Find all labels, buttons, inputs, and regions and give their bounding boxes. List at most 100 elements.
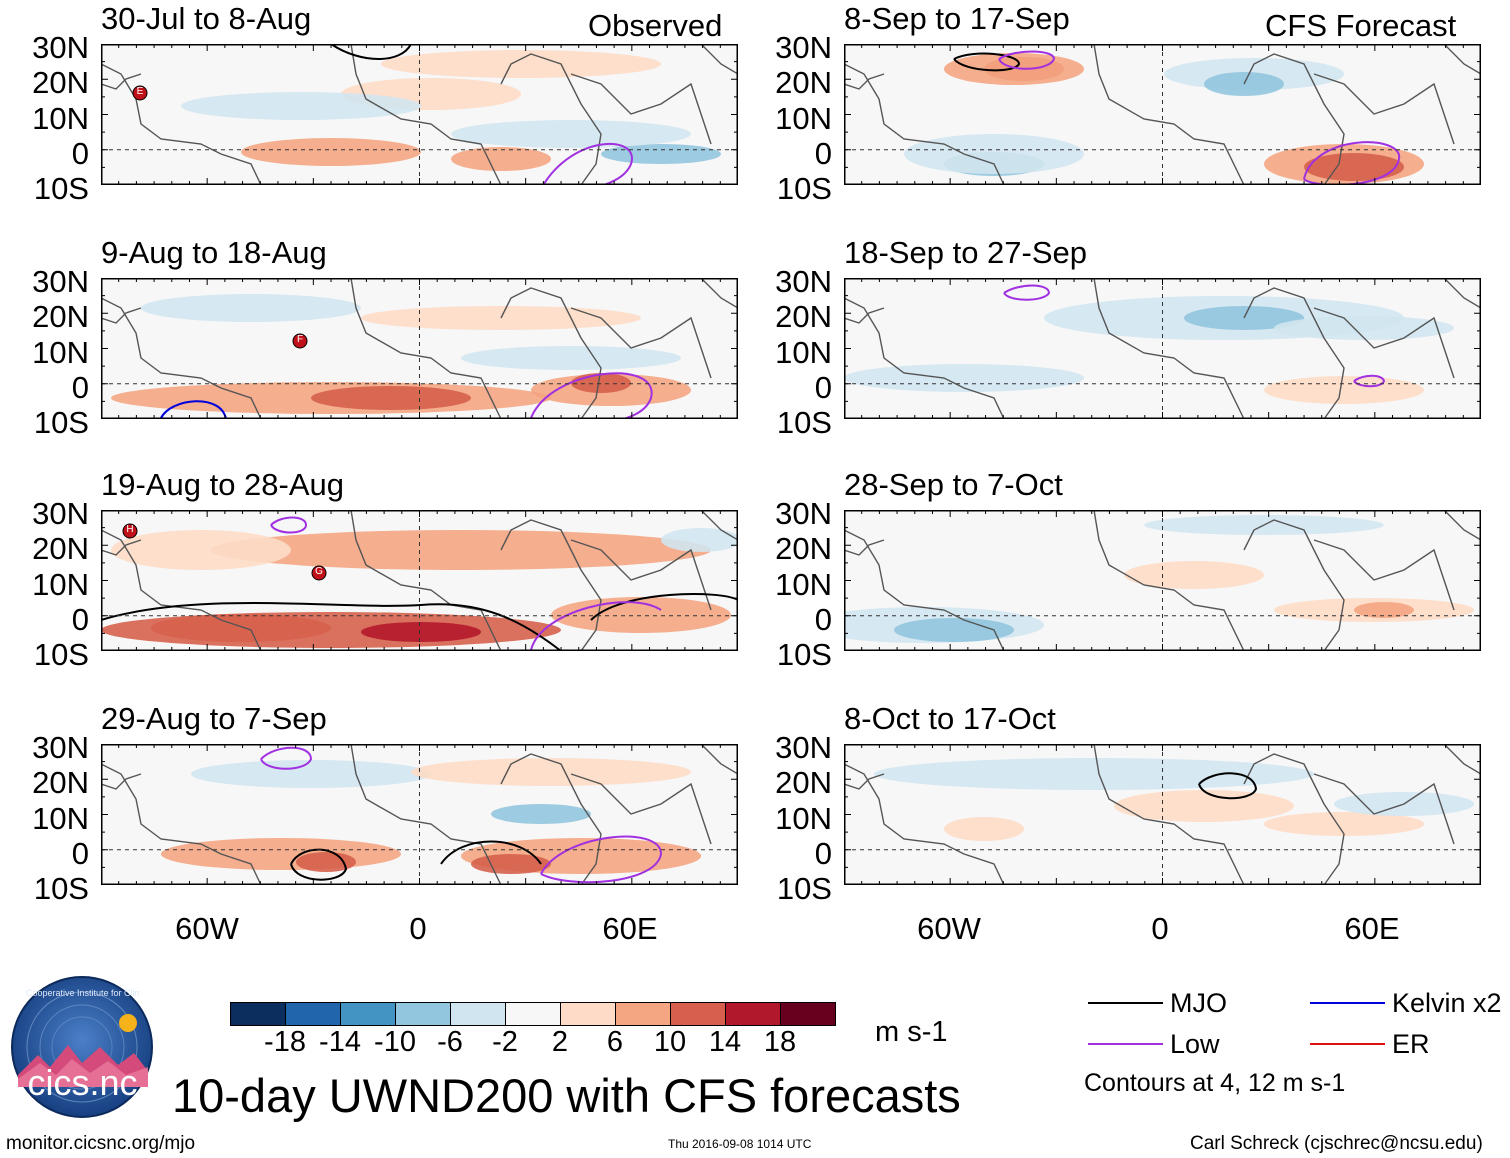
lat-label: 0 (71, 601, 89, 637)
legend-line-mjo (1088, 1002, 1163, 1004)
colorbar-cell (340, 1002, 396, 1026)
wave-contour (1198, 772, 1258, 800)
footer-website[interactable]: monitor.cicsnc.org/mjo (6, 1133, 196, 1154)
wave-contour (270, 516, 308, 534)
colorbar-cell (395, 1002, 451, 1026)
anomaly-shading (904, 53, 1424, 184)
coastline (1313, 773, 1455, 845)
wave-contour (1003, 284, 1051, 301)
lat-label: 0 (814, 135, 832, 171)
anomaly-region (141, 294, 361, 322)
colorbar-tick-label: 2 (551, 1026, 569, 1058)
lat-label: 10S (33, 171, 89, 206)
tropical-storm-marker: F (292, 332, 308, 350)
anomaly-region (571, 373, 631, 393)
lat-label: 30N (775, 496, 832, 531)
anomaly-region (451, 120, 691, 148)
colorbar-cell (780, 1002, 836, 1026)
coastline (844, 73, 885, 90)
lat-label: 30N (775, 264, 832, 299)
legend-line-kelvin (1310, 1002, 1385, 1004)
lat-label: 30N (32, 730, 89, 765)
wave-contour (590, 593, 738, 621)
anomaly-region (904, 134, 1084, 174)
anomaly-region (661, 528, 738, 552)
anomaly-map (844, 44, 1481, 185)
coastline (1093, 278, 1245, 419)
storm-icon (132, 85, 148, 101)
lat-label: 0 (814, 835, 832, 871)
colorbar-cell (230, 1002, 286, 1026)
coastline (1443, 510, 1481, 541)
anomaly-region (151, 614, 331, 642)
wave-contour (290, 848, 348, 881)
coastline (700, 278, 738, 309)
lat-label: 30N (32, 264, 89, 299)
lat-label: 0 (814, 601, 832, 637)
anomaly-region (311, 386, 471, 410)
anomaly-map (101, 278, 738, 419)
colorbar-tick-label: -2 (492, 1026, 518, 1058)
coastline (101, 763, 262, 885)
lat-label: 10S (776, 871, 832, 906)
anomaly-region (874, 758, 1314, 790)
lat-label: 20N (775, 65, 832, 101)
panel-title: 29-Aug to 7-Sep (101, 701, 327, 736)
storm-letter: F (296, 334, 304, 345)
lat-label: 10N (32, 334, 89, 370)
lat-label: 10N (32, 800, 89, 836)
anomaly-region (491, 804, 591, 824)
lon-label: 60E (602, 911, 658, 946)
cicsnc-logo: cics.nc Cooperative Institute for Climat… (10, 975, 155, 1120)
panel-title: 18-Sep to 27-Sep (844, 235, 1088, 270)
panel-title: 30-Jul to 8-Aug (101, 1, 312, 36)
coastline (101, 307, 142, 324)
coastline (844, 763, 1005, 885)
colorbar-tick-label: 18 (763, 1026, 797, 1058)
lat-label: 10S (776, 171, 832, 206)
lat-label: 20N (775, 531, 832, 567)
colorbar-tick-label: 14 (708, 1026, 742, 1058)
storm-icon (122, 523, 138, 539)
anomaly-region (296, 852, 356, 872)
coastline (101, 73, 142, 90)
lon-label: 60W (175, 911, 239, 946)
anomaly-region (381, 50, 661, 78)
coastline (101, 773, 142, 790)
anomaly-region (944, 817, 1024, 841)
coastline (570, 539, 712, 611)
wave-contour (530, 372, 653, 419)
footer-author: Carl Schreck (cjschrec@ncsu.edu) (1190, 1133, 1483, 1154)
lat-label: 20N (32, 65, 89, 101)
coastline (101, 529, 262, 651)
anomaly-map (844, 744, 1481, 885)
coastline (1243, 287, 1345, 419)
wave-contour (953, 52, 1021, 72)
lat-label: 20N (775, 299, 832, 335)
coastline (1093, 44, 1245, 185)
anomaly-region (411, 758, 691, 786)
logo-ring-text: Cooperative Institute for Climate and Sa… (26, 989, 140, 998)
coastline (844, 63, 1005, 185)
panel-title: 19-Aug to 28-Aug (101, 467, 345, 502)
coastline (570, 307, 712, 379)
wave-contour (542, 143, 633, 185)
colorbar-tick-label: 6 (606, 1026, 624, 1058)
lat-label: 10N (32, 566, 89, 602)
anomaly-map (844, 278, 1481, 419)
legend-label-kelvin: Kelvin x2 (1392, 988, 1502, 1018)
lat-label: 10S (776, 637, 832, 672)
lon-label: 0 (1151, 911, 1169, 946)
coastline (500, 519, 602, 651)
colorbar-tick-label: -6 (437, 1026, 463, 1058)
panel-title: 9-Aug to 18-Aug (101, 235, 327, 270)
wave-contour (998, 50, 1056, 70)
lat-label: 30N (775, 730, 832, 765)
coastline (101, 63, 262, 185)
lat-label: 10S (33, 871, 89, 906)
anomaly-map (101, 44, 738, 185)
wave-contour (540, 835, 663, 884)
anomaly-shading (181, 50, 721, 171)
lat-label: 10S (33, 405, 89, 440)
lat-label: 30N (775, 30, 832, 65)
